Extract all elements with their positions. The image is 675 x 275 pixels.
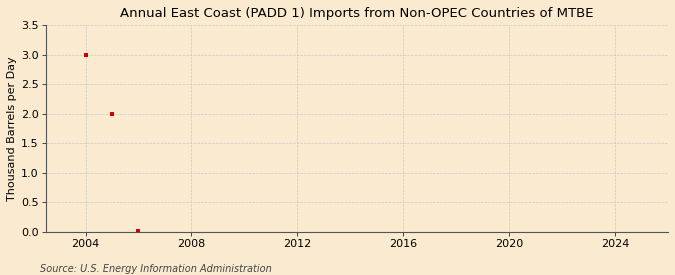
- Y-axis label: Thousand Barrels per Day: Thousand Barrels per Day: [7, 56, 17, 201]
- Text: Source: U.S. Energy Information Administration: Source: U.S. Energy Information Administ…: [40, 264, 272, 274]
- Title: Annual East Coast (PADD 1) Imports from Non-OPEC Countries of MTBE: Annual East Coast (PADD 1) Imports from …: [120, 7, 594, 20]
